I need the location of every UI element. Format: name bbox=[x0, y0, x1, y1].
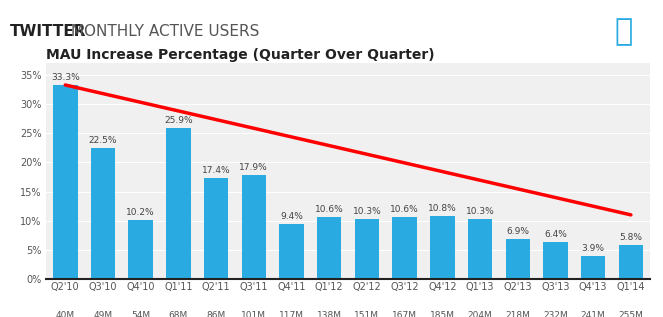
Bar bbox=[204, 178, 228, 279]
Text: MONTHLY ACTIVE USERS: MONTHLY ACTIVE USERS bbox=[66, 24, 260, 39]
Text: 10.6%: 10.6% bbox=[315, 205, 343, 214]
Bar bbox=[166, 128, 191, 279]
Text: 151M: 151M bbox=[355, 311, 379, 317]
Text: 🐦: 🐦 bbox=[614, 17, 633, 46]
Bar bbox=[241, 175, 266, 279]
Text: 86M: 86M bbox=[206, 311, 225, 317]
Text: 204M: 204M bbox=[467, 311, 493, 317]
Text: 218M: 218M bbox=[505, 311, 530, 317]
Text: 241M: 241M bbox=[581, 311, 605, 317]
Text: 10.8%: 10.8% bbox=[428, 204, 457, 213]
Text: 68M: 68M bbox=[169, 311, 188, 317]
Bar bbox=[619, 245, 643, 279]
Bar bbox=[53, 85, 78, 279]
Text: 17.9%: 17.9% bbox=[239, 163, 268, 172]
Text: 5.8%: 5.8% bbox=[619, 233, 642, 242]
Bar bbox=[505, 239, 530, 279]
Text: 6.9%: 6.9% bbox=[507, 227, 529, 236]
Bar bbox=[430, 216, 455, 279]
Text: 10.3%: 10.3% bbox=[353, 207, 381, 216]
Text: 255M: 255M bbox=[619, 311, 643, 317]
Text: 33.3%: 33.3% bbox=[51, 73, 80, 82]
Bar bbox=[279, 224, 304, 279]
Text: 185M: 185M bbox=[430, 311, 455, 317]
Text: 9.4%: 9.4% bbox=[280, 212, 303, 221]
Text: 138M: 138M bbox=[317, 311, 341, 317]
Text: 10.2%: 10.2% bbox=[127, 208, 155, 217]
Text: TWITTER: TWITTER bbox=[10, 24, 86, 39]
Text: 40M: 40M bbox=[56, 311, 75, 317]
Bar bbox=[543, 242, 568, 279]
Bar bbox=[581, 256, 605, 279]
Bar bbox=[392, 217, 417, 279]
Text: 3.9%: 3.9% bbox=[581, 244, 605, 253]
Text: 54M: 54M bbox=[131, 311, 151, 317]
Text: 25.9%: 25.9% bbox=[164, 116, 193, 125]
Text: 117M: 117M bbox=[279, 311, 304, 317]
Bar bbox=[129, 220, 153, 279]
Text: 10.6%: 10.6% bbox=[391, 205, 419, 214]
Text: 232M: 232M bbox=[543, 311, 568, 317]
Text: 17.4%: 17.4% bbox=[202, 166, 231, 175]
Text: MAU Increase Percentage (Quarter Over Quarter): MAU Increase Percentage (Quarter Over Qu… bbox=[46, 48, 435, 62]
Text: 6.4%: 6.4% bbox=[544, 230, 567, 239]
Bar bbox=[355, 219, 379, 279]
Bar bbox=[91, 148, 115, 279]
Text: 167M: 167M bbox=[392, 311, 417, 317]
Bar bbox=[468, 219, 493, 279]
Text: 49M: 49M bbox=[93, 311, 113, 317]
Bar bbox=[317, 217, 341, 279]
Text: 101M: 101M bbox=[241, 311, 267, 317]
Text: 10.3%: 10.3% bbox=[465, 207, 495, 216]
Text: 22.5%: 22.5% bbox=[89, 136, 117, 145]
